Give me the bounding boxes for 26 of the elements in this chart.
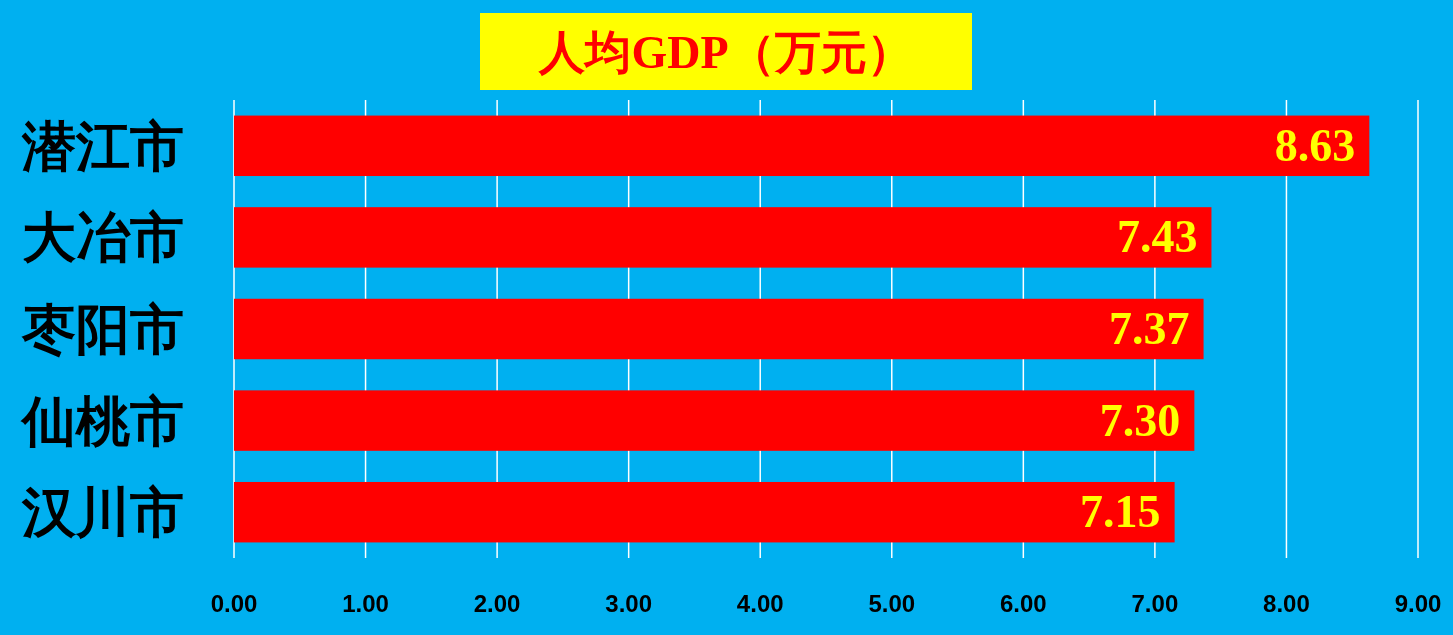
data-label: 7.37	[1109, 303, 1190, 354]
bar	[234, 115, 1370, 177]
bar	[234, 481, 1175, 543]
x-tick-label: 1.00	[342, 590, 389, 617]
x-tick-label: 8.00	[1263, 590, 1310, 617]
y-tick-label: 汉川市	[21, 481, 184, 545]
x-tick-label: 3.00	[605, 590, 653, 617]
bar	[234, 298, 1204, 360]
x-tick-label: 5.00	[868, 590, 916, 617]
y-tick-label: 仙桃市	[20, 389, 184, 453]
x-tick-label: 7.00	[1131, 590, 1179, 617]
data-label: 7.30	[1099, 394, 1181, 446]
x-tick-label: 0.00	[210, 590, 258, 617]
y-tick-label: 大冶市	[22, 206, 184, 270]
bar	[234, 207, 1212, 268]
data-label: 8.63	[1274, 119, 1356, 171]
data-label: 7.43	[1116, 211, 1198, 263]
x-tick-label: 2.00	[473, 590, 521, 617]
bar	[234, 390, 1195, 451]
x-tick-label: 6.00	[999, 590, 1047, 617]
data-label: 7.15	[1080, 486, 1161, 538]
chart-title: 人均GDP（万元）	[538, 27, 913, 78]
y-tick-label: 枣阳市	[21, 298, 184, 361]
x-tick-label: 4.00	[736, 590, 784, 617]
y-tick-label: 潜江市	[21, 114, 184, 178]
x-tick-label: 9.00	[1394, 590, 1442, 617]
